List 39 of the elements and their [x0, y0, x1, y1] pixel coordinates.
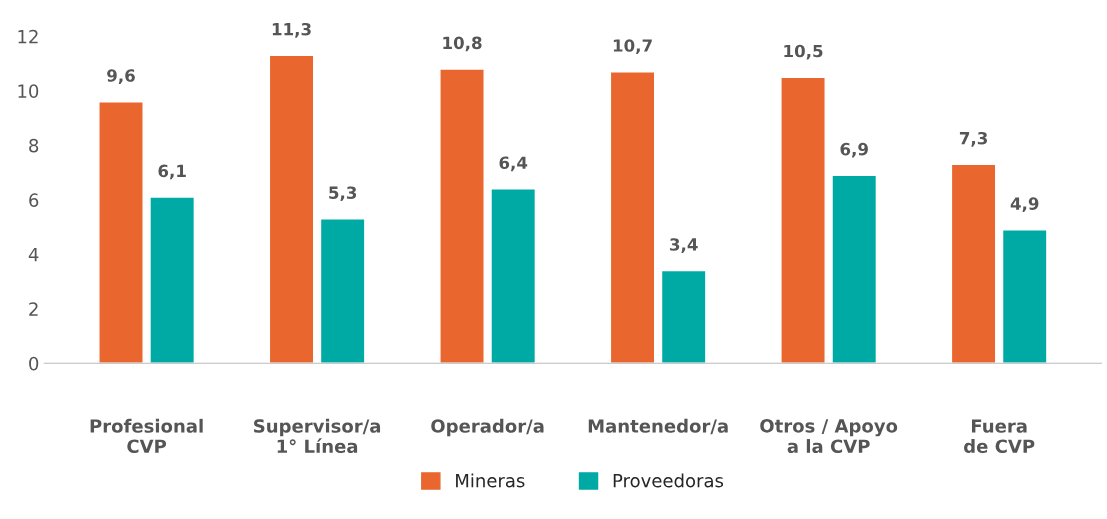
bar: [609, 71, 656, 364]
bar: [268, 54, 315, 364]
bar: [149, 196, 196, 364]
data-label: 4,9: [1010, 197, 1039, 213]
y-tick-label: 8: [29, 138, 39, 153]
y-tick-label: 4: [28, 248, 39, 262]
y-tick-label: 10: [18, 84, 39, 98]
data-label: 3,4: [670, 238, 698, 253]
y-tick-label: 6: [29, 193, 39, 207]
bar: [831, 174, 878, 364]
x-tick-label: Mantenedor/a: [588, 418, 728, 435]
data-label: 10,8: [443, 36, 482, 52]
legend-label: Mineras: [456, 473, 525, 488]
x-tick-label: Supervisor/a 1° Línea: [254, 418, 381, 454]
bar: [780, 76, 826, 364]
x-tick-label: Operador/a: [431, 418, 544, 437]
data-label: 9,6: [107, 69, 135, 84]
legend-label: Proveedoras: [613, 473, 724, 488]
data-label: 5,3: [329, 186, 357, 202]
data-label: 10,5: [784, 44, 823, 60]
x-tick-label: Otros / Apoyo a la CVP: [760, 419, 898, 454]
x-tick-label: Profesional CVP: [90, 418, 203, 454]
data-label: 10,7: [613, 39, 652, 54]
data-label: 6,9: [840, 142, 868, 158]
y-tick-label: 12: [18, 29, 38, 44]
bar: [660, 269, 707, 364]
bar: [1001, 229, 1048, 364]
data-label: 7,3: [959, 131, 988, 147]
data-label: 11,3: [272, 22, 311, 38]
x-tick-label: Fuera de CVP: [964, 419, 1035, 454]
bar: [319, 218, 366, 364]
bar: [439, 68, 485, 364]
bar: [950, 163, 997, 364]
y-tick-label: 0: [29, 356, 39, 371]
bar: [98, 101, 144, 364]
data-label: 6,1: [158, 164, 186, 180]
data-label: 6,4: [499, 156, 528, 172]
y-tick-label: 2: [29, 302, 38, 316]
bar: [490, 188, 537, 364]
